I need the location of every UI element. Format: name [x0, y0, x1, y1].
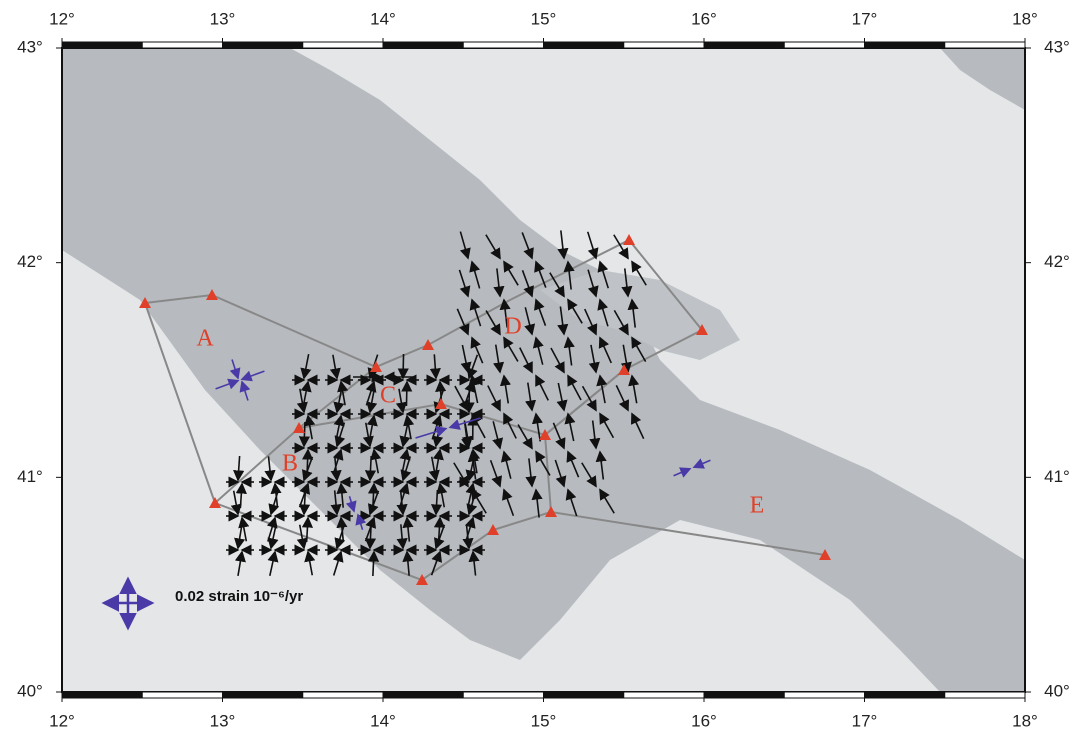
x-tick-label: 13° [210, 9, 236, 28]
x-tick-label: 18° [1012, 711, 1038, 730]
border-bar [945, 42, 1025, 48]
strain-arrow [304, 422, 305, 446]
border-bar [142, 692, 222, 698]
border-bar [624, 42, 704, 48]
border-bar [865, 692, 945, 698]
border-bar [784, 42, 864, 48]
scale-label: 0.02 strain 10⁻⁶/yr [175, 588, 303, 605]
border-bar [383, 692, 463, 698]
y-tick-label: 40° [1044, 681, 1070, 700]
x-tick-label: 18° [1012, 9, 1038, 28]
x-tick-label: 12° [49, 9, 75, 28]
border-bar [463, 692, 543, 698]
region-label: D [504, 314, 521, 340]
region-label: C [380, 383, 396, 409]
x-tick-label: 14° [370, 711, 396, 730]
x-tick-label: 17° [852, 711, 878, 730]
region-label: B [282, 451, 298, 477]
border-bar [223, 692, 303, 698]
strain-arrow [406, 382, 407, 406]
border-bar [704, 42, 784, 48]
border-bar [624, 692, 704, 698]
strain-arrow [403, 354, 404, 378]
border-bar [383, 42, 463, 48]
border-bar [544, 42, 624, 48]
border-bar [865, 42, 945, 48]
region-label: E [750, 493, 765, 519]
border-bar [945, 692, 1025, 698]
x-tick-label: 15° [531, 9, 557, 28]
x-tick-label: 12° [49, 711, 75, 730]
y-tick-label: 42° [17, 252, 43, 271]
y-tick-label: 41° [17, 467, 43, 486]
border-bar [463, 42, 543, 48]
border-bar [223, 42, 303, 48]
y-tick-label: 43° [1044, 37, 1070, 56]
y-tick-label: 41° [1044, 467, 1070, 486]
border-bar [303, 42, 383, 48]
x-tick-label: 16° [691, 711, 717, 730]
strain-arrow [373, 552, 374, 576]
strain-arrow [370, 524, 371, 548]
border-bar [142, 42, 222, 48]
y-tick-label: 40° [17, 681, 43, 700]
x-tick-label: 14° [370, 9, 396, 28]
y-tick-label: 43° [17, 37, 43, 56]
border-bar [62, 42, 142, 48]
border-bar [544, 692, 624, 698]
border-bar [303, 692, 383, 698]
border-bar [784, 692, 864, 698]
strain-map: 12° 12° 13° 13° 14° 14° 15° 15° 16° 16° 17° 17° 18° 1… [0, 0, 1087, 740]
border-bar [704, 692, 784, 698]
x-tick-label: 13° [210, 711, 236, 730]
border-bar [62, 692, 142, 698]
x-tick-label: 17° [852, 9, 878, 28]
x-tick-label: 15° [531, 711, 557, 730]
region-label: A [196, 326, 214, 352]
y-tick-label: 42° [1044, 252, 1070, 271]
x-tick-label: 16° [691, 9, 717, 28]
